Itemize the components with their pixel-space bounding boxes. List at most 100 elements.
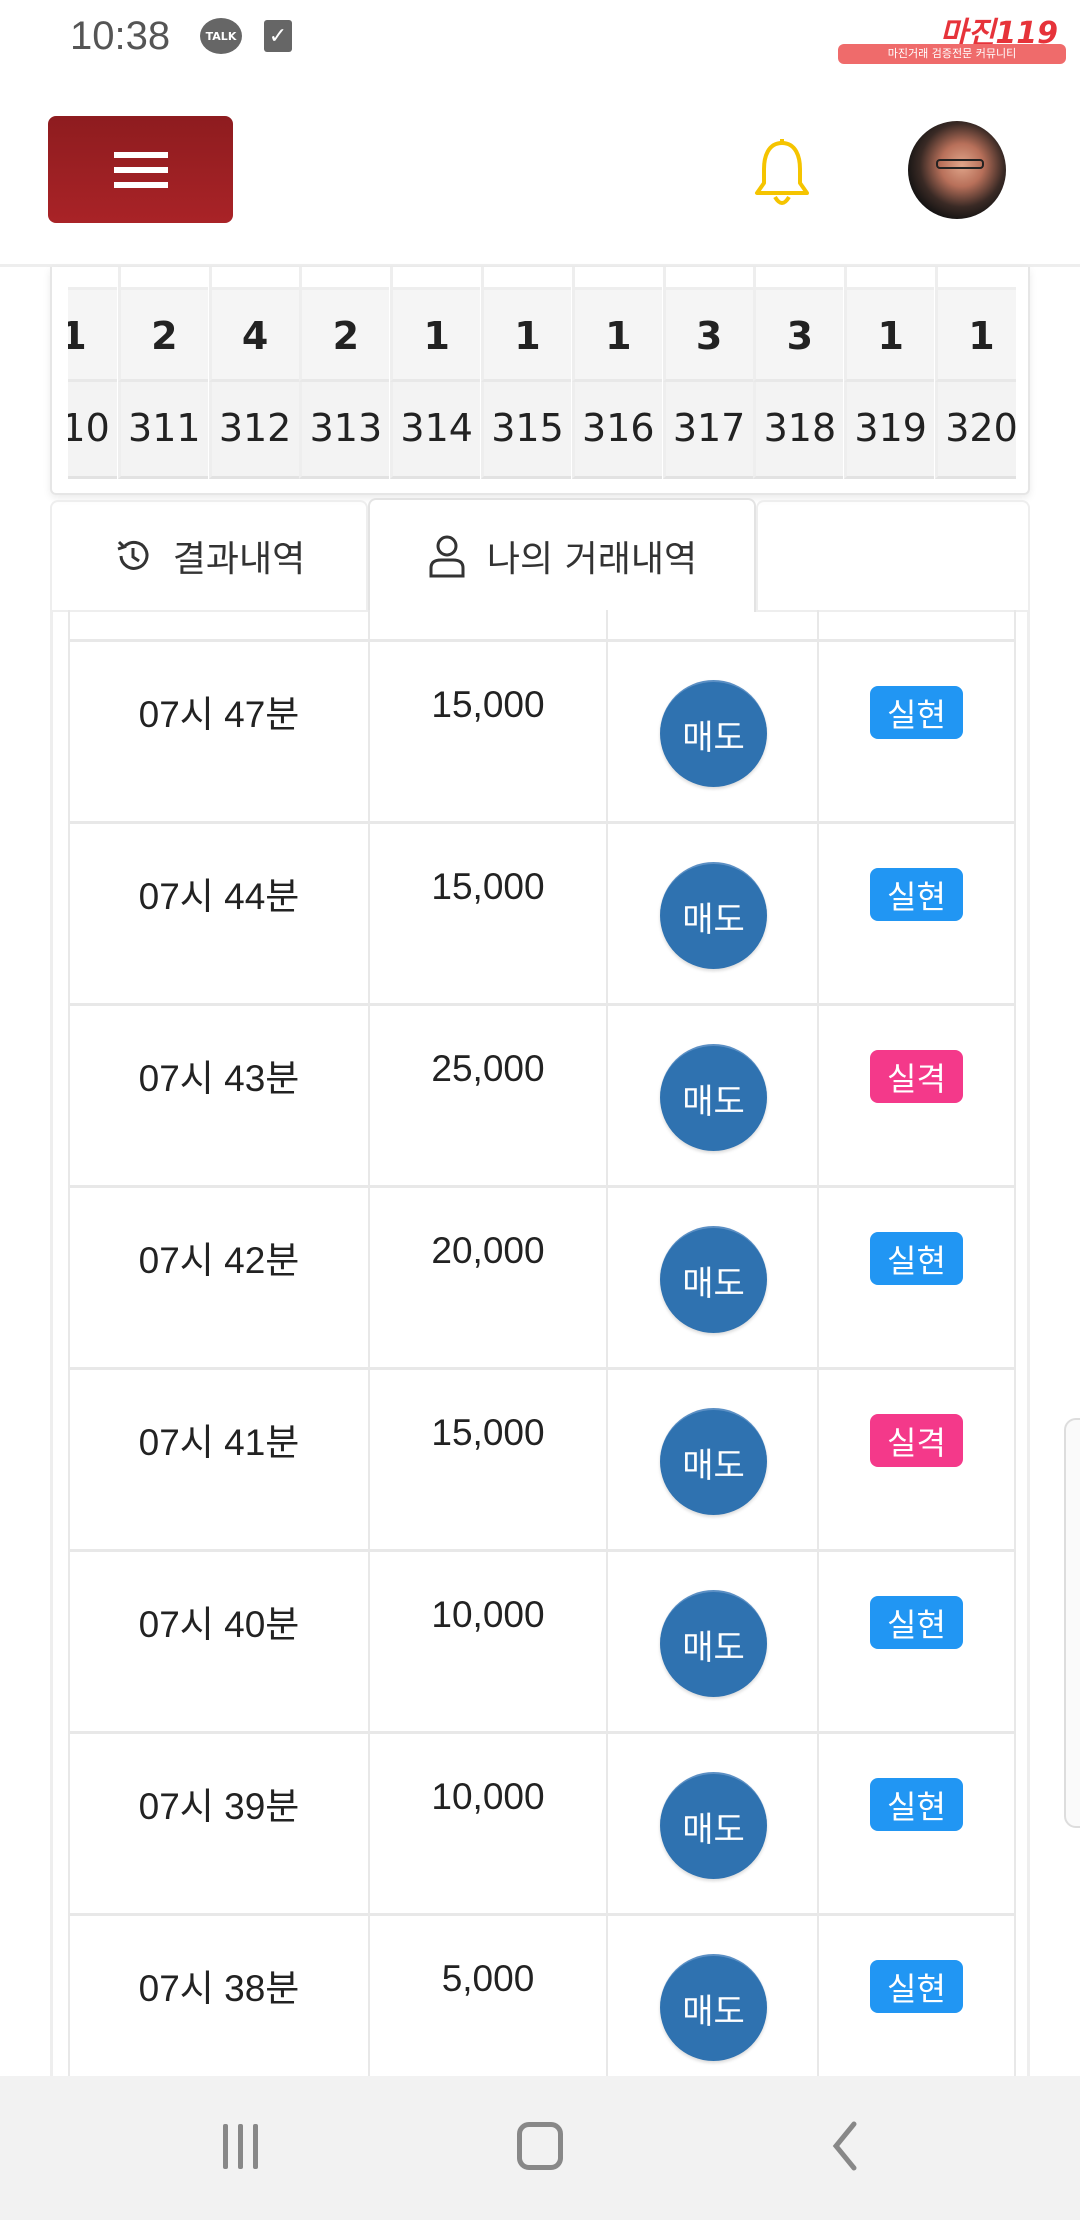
round-column: 2 313 <box>299 267 390 479</box>
sell-button[interactable]: 매도 <box>660 1408 767 1515</box>
result-badge: 실현 <box>870 686 963 739</box>
trade-amount: 15,000 <box>431 684 545 725</box>
round-number: 310 <box>68 382 117 479</box>
kakaotalk-icon: TALK <box>200 18 242 54</box>
result-badge: 실현 <box>870 1778 963 1831</box>
tab-label: 결과내역 <box>172 539 306 580</box>
round-count: 4 <box>208 290 299 382</box>
round-count: 1 <box>481 290 571 382</box>
sell-button[interactable]: 매도 <box>660 862 767 969</box>
sell-button[interactable]: 매도 <box>660 1772 767 1879</box>
tab-bar: 결과내역 나의 거래내역 <box>50 498 1030 612</box>
round-count: 3 <box>662 290 753 382</box>
table-row: 07시 38분 5,000 매도 실현 <box>68 1916 1016 2080</box>
checkbox-icon: ✓ <box>264 20 292 52</box>
watermark-subtitle: 마진거래 검증전문 커뮤니티 <box>838 44 1066 64</box>
round-column: 1 315 <box>481 267 571 479</box>
trade-time: 07시 42분 <box>138 1240 300 1281</box>
table-row: 07시 40분 10,000 매도 실현 <box>68 1552 1016 1734</box>
table-row: 07시 41분 15,000 매도 실격 <box>68 1370 1016 1552</box>
trade-history-table: 07시 47분 15,000 매도 실현 07시 44분 15,000 매도 실현 07시 43… <box>68 610 1016 2080</box>
result-badge: 실격 <box>870 1050 963 1103</box>
round-number: 315 <box>481 382 571 479</box>
round-column: 2 311 <box>117 267 208 479</box>
result-badge: 실격 <box>870 1414 963 1467</box>
trade-history-panel[interactable]: 07시 47분 15,000 매도 실현 07시 44분 15,000 매도 실현 07시 43… <box>50 610 1030 2080</box>
watermark-logo: 마진119 마진거래 검증전문 커뮤니티 <box>836 8 1068 64</box>
edge-panel-handle[interactable] <box>1064 1418 1080 1828</box>
sell-button[interactable]: 매도 <box>660 680 767 787</box>
trade-time: 07시 41분 <box>138 1422 300 1463</box>
status-time: 10:38 <box>70 14 171 58</box>
app-header <box>0 75 1080 267</box>
trade-amount: 10,000 <box>431 1594 545 1635</box>
round-number: 319 <box>844 382 935 479</box>
trade-amount: 5,000 <box>441 1958 535 1999</box>
table-row: 07시 39분 10,000 매도 실현 <box>68 1734 1016 1916</box>
hamburger-icon <box>113 151 168 158</box>
round-number: 311 <box>117 382 208 479</box>
round-count: 1 <box>935 290 1016 382</box>
result-badge: 실현 <box>870 1960 963 2013</box>
back-icon[interactable] <box>820 2116 870 2176</box>
tab-my-trades[interactable]: 나의 거래내역 <box>368 498 756 612</box>
result-badge: 실현 <box>870 868 963 921</box>
menu-button[interactable] <box>48 116 233 223</box>
round-count: 1 <box>390 290 481 382</box>
trade-time: 07시 43분 <box>138 1058 300 1099</box>
home-icon[interactable] <box>515 2116 565 2176</box>
status-bar: 10:38 TALK ✓ 마진119 마진거래 검증전문 커뮤니티 <box>0 0 1080 75</box>
round-column: 1 316 <box>571 267 662 479</box>
trade-time: 07시 38분 <box>138 1968 300 2009</box>
table-header-row <box>68 610 1016 642</box>
round-count: 2 <box>299 290 390 382</box>
trade-amount: 25,000 <box>431 1048 545 1089</box>
round-results-table: 1310231143122313131413151316331733181319… <box>50 267 1030 495</box>
system-nav-bar <box>0 2076 1080 2220</box>
trade-amount: 20,000 <box>431 1230 545 1271</box>
round-number: 320 <box>935 382 1016 479</box>
round-number: 313 <box>299 382 390 479</box>
round-number: 316 <box>571 382 662 479</box>
round-column: 3 318 <box>753 267 844 479</box>
tab-results[interactable]: 결과내역 <box>50 500 368 612</box>
trade-time: 07시 44분 <box>138 876 300 917</box>
round-column: 1 320 <box>935 267 1016 479</box>
trade-time: 07시 40분 <box>138 1604 300 1645</box>
round-count: 1 <box>571 290 662 382</box>
sell-button[interactable]: 매도 <box>660 1590 767 1697</box>
round-count: 2 <box>117 290 208 382</box>
trade-amount: 15,000 <box>431 1412 545 1453</box>
round-column: 1 319 <box>844 267 935 479</box>
trade-amount: 10,000 <box>431 1776 545 1817</box>
table-row: 07시 42분 20,000 매도 실현 <box>68 1188 1016 1370</box>
round-column: 1310 <box>68 267 117 479</box>
round-number: 312 <box>208 382 299 479</box>
result-badge: 실현 <box>870 1232 963 1285</box>
result-badge: 실현 <box>870 1596 963 1649</box>
round-number: 318 <box>753 382 844 479</box>
table-row: 07시 47분 15,000 매도 실현 <box>68 642 1016 824</box>
avatar[interactable] <box>908 121 1006 219</box>
round-column: 4 312 <box>208 267 299 479</box>
round-count: 1 <box>844 290 935 382</box>
round-column: 3 317 <box>662 267 753 479</box>
sell-button[interactable]: 매도 <box>660 1954 767 2061</box>
round-count: 1 <box>68 290 117 382</box>
tab-label: 나의 거래내역 <box>486 539 698 580</box>
round-number: 317 <box>662 382 753 479</box>
round-number: 314 <box>390 382 481 479</box>
table-row: 07시 43분 25,000 매도 실격 <box>68 1006 1016 1188</box>
sell-button[interactable]: 매도 <box>660 1044 767 1151</box>
trade-time: 07시 47분 <box>138 694 300 735</box>
bell-icon[interactable] <box>752 137 812 211</box>
tab-empty <box>756 500 1030 612</box>
round-count: 3 <box>753 290 844 382</box>
history-icon <box>117 540 149 570</box>
sell-button[interactable]: 매도 <box>660 1226 767 1333</box>
user-icon <box>429 535 465 578</box>
trade-time: 07시 39분 <box>138 1786 300 1827</box>
round-column: 1 314 <box>390 267 481 479</box>
table-row: 07시 44분 15,000 매도 실현 <box>68 824 1016 1006</box>
recent-apps-icon[interactable] <box>205 2116 275 2176</box>
